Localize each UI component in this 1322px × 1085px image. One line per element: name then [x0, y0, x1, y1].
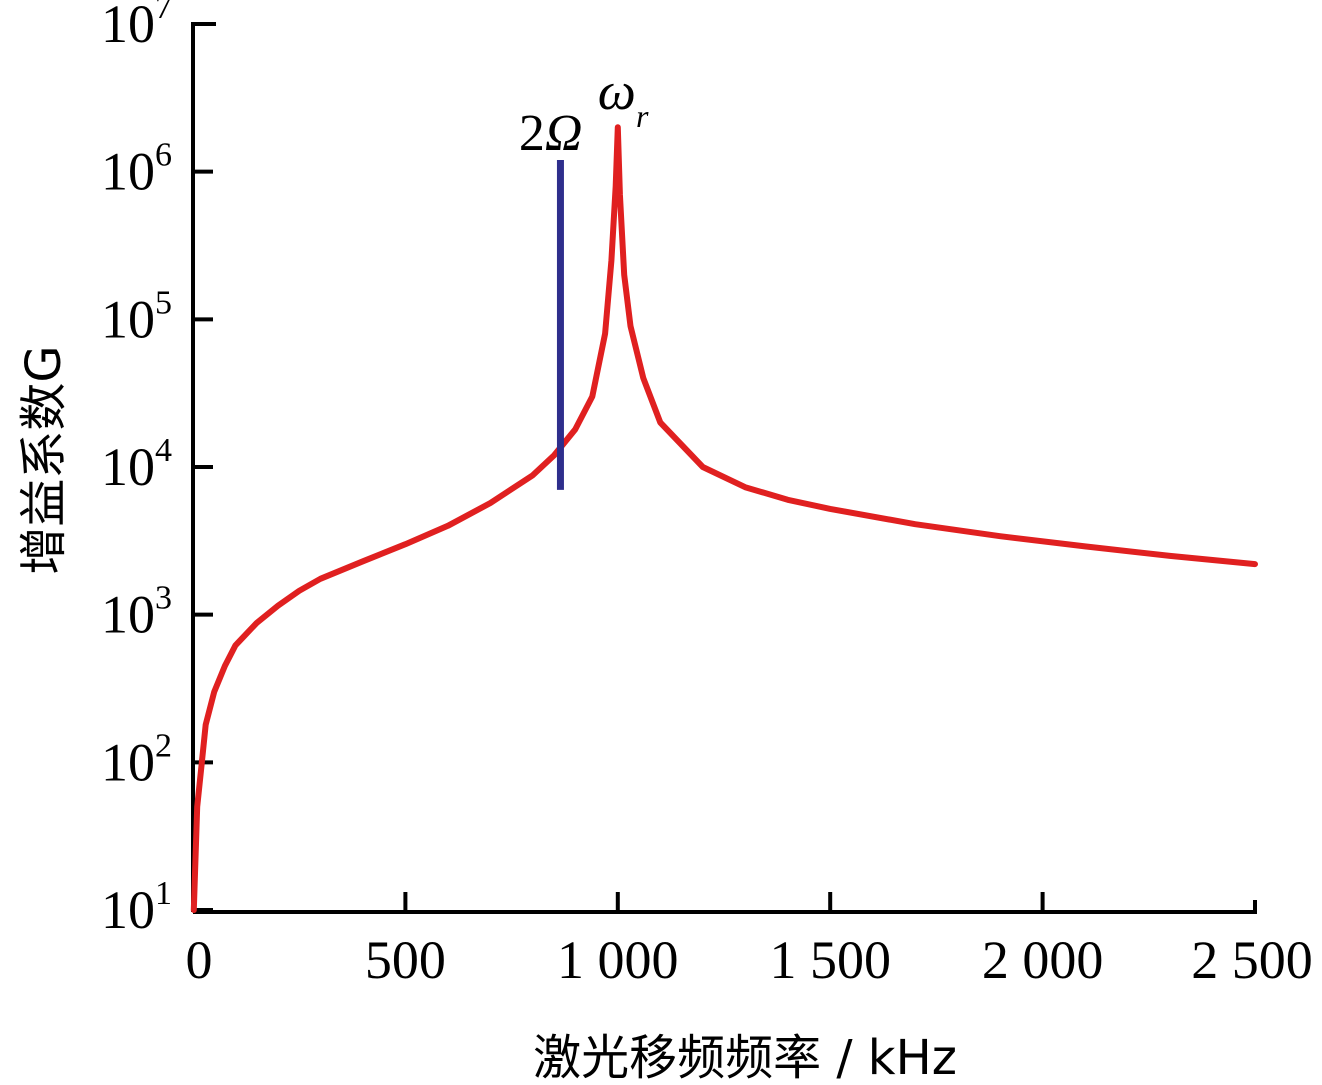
y-tick-label-exp: 1	[155, 875, 172, 912]
x-tick-label: 1 500	[769, 930, 891, 990]
omega-r-label: ωr	[598, 61, 649, 134]
y-tick-label: 102	[101, 727, 172, 792]
y-tick-label: 106	[101, 137, 172, 202]
y-axis-label: 增益系数G	[16, 345, 72, 574]
y-tick-label: 101	[101, 875, 172, 940]
y-tick-label-exp: 5	[155, 284, 172, 321]
y-tick-label: 107	[101, 0, 172, 54]
y-tick-label-exp: 3	[155, 580, 172, 617]
2omega-label-digit: 2	[519, 105, 545, 162]
y-tick-label-exp: 7	[155, 0, 172, 26]
y-tick-label: 103	[101, 580, 172, 645]
y-tick-label-base: 10	[101, 142, 155, 202]
x-tick-label: 0	[186, 930, 213, 990]
x-ticks: 0 500 1 000 1 500 2 000 2 500	[186, 892, 1313, 990]
y-tick-label-base: 10	[101, 732, 155, 792]
omega-r-label-main: ω	[598, 61, 636, 121]
2omega-label-omega: Ω	[545, 105, 583, 162]
gain-curve	[190, 124, 1258, 913]
y-tick-label-base: 10	[101, 0, 155, 54]
x-tick-label: 1 000	[557, 930, 679, 990]
y-tick-label-base: 10	[101, 880, 155, 940]
y-tick-label: 104	[101, 432, 172, 497]
x-axis-label: 激光移频频率 / kHz	[533, 1030, 957, 1085]
y-tick-label-exp: 2	[155, 727, 172, 764]
y-tick-label-base: 10	[101, 289, 155, 349]
x-tick-label: 2 500	[1191, 930, 1313, 990]
y-tick-label-exp: 4	[155, 432, 172, 469]
omega-r-label-sub: r	[636, 98, 649, 134]
y-tick-label: 105	[101, 284, 172, 349]
y-tick-label-base: 10	[101, 437, 155, 497]
y-tick-label-exp: 6	[155, 137, 172, 174]
y-tick-label-base: 10	[101, 585, 155, 645]
2omega-label: 2Ω	[519, 105, 583, 162]
x-tick-label: 500	[365, 930, 446, 990]
x-tick-label: 2 000	[982, 930, 1104, 990]
